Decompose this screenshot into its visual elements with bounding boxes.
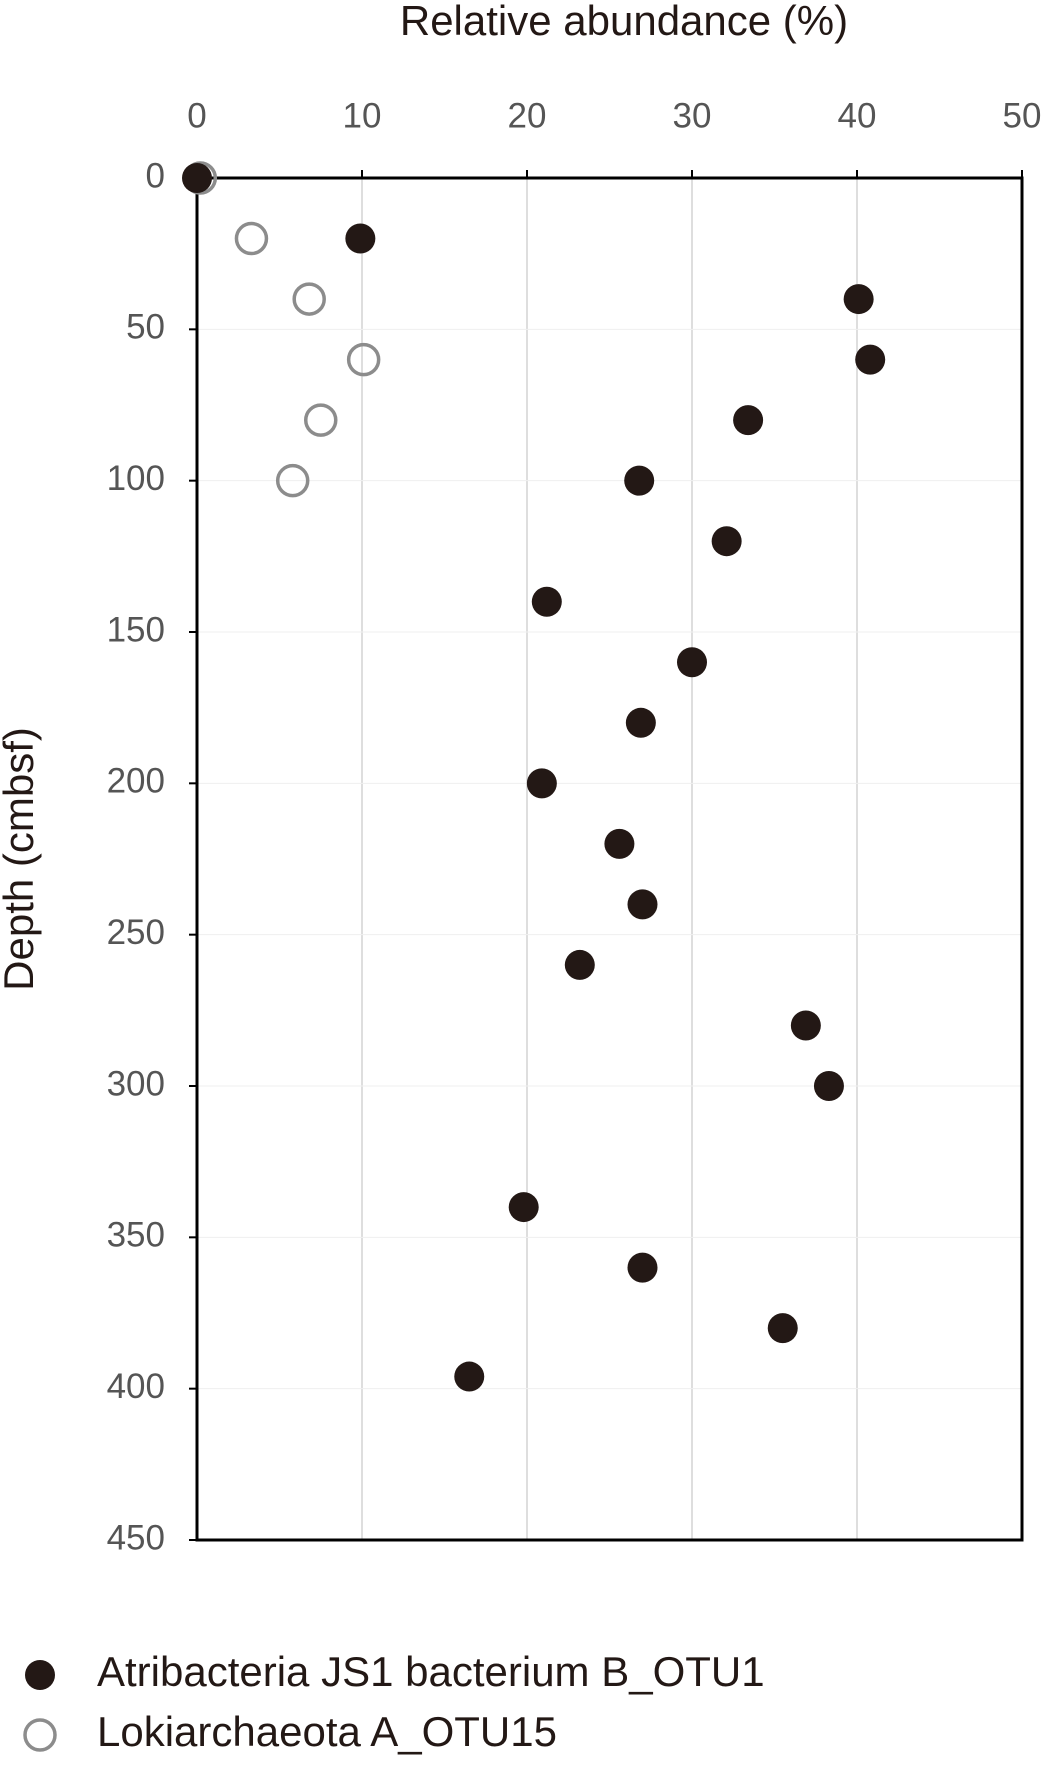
scatter-point (604, 828, 635, 859)
x-tick-label: 10 (343, 96, 382, 135)
scatter-point (454, 1361, 485, 1392)
y-tick-label: 450 (107, 1518, 165, 1557)
scatter-point (345, 223, 376, 254)
x-tick-label: 50 (1003, 96, 1042, 135)
x-tick-label: 30 (673, 96, 712, 135)
y-tick-label: 300 (107, 1064, 165, 1103)
scatter-point (292, 282, 326, 316)
scatter-point (855, 344, 886, 375)
y-tick-label: 150 (107, 610, 165, 649)
legend-label: Atribacteria JS1 bacterium B_OTU1 (97, 1648, 765, 1695)
scatter-point (275, 463, 310, 498)
scatter-point (711, 526, 742, 557)
y-tick-label: 350 (107, 1216, 165, 1255)
scatter-point (627, 1252, 658, 1283)
legend-label: Lokiarchaeota A_OTU15 (97, 1708, 557, 1755)
scatter-point (677, 647, 707, 678)
x-tick-label: 40 (838, 96, 877, 135)
scatter-point (627, 889, 658, 920)
y-tick-label: 250 (107, 913, 165, 952)
scatter-point (531, 586, 562, 617)
legend-marker (23, 1718, 57, 1752)
plot-frame (195, 176, 1024, 1542)
scatter-point (843, 284, 874, 315)
scatter-point (564, 949, 595, 980)
y-tick-label: 50 (126, 308, 165, 347)
scatter-point (624, 465, 655, 496)
scatter-point (625, 707, 656, 738)
x-tick-label: 0 (187, 96, 206, 135)
y-tick-label: 0 (146, 156, 165, 195)
x-axis-label: Relative abundance (%) (400, 0, 848, 44)
scatter-point (346, 342, 381, 377)
scatter-point (733, 405, 764, 436)
x-tick-label: 20 (508, 96, 547, 135)
scatter-point (767, 1313, 798, 1344)
scatter-point (508, 1192, 539, 1223)
scatter-point (304, 403, 338, 437)
scatter-point (790, 1010, 821, 1041)
y-tick-label: 200 (107, 762, 165, 801)
y-tick-label: 400 (107, 1367, 165, 1406)
scatter-point (813, 1071, 844, 1101)
scatter-point (182, 163, 212, 193)
y-tick-label: 100 (107, 459, 165, 498)
legend-marker (25, 1660, 55, 1690)
scatter-point (234, 221, 269, 256)
y-axis-label: Depth (cmbsf) (0, 727, 42, 991)
scatter-point (526, 768, 557, 799)
